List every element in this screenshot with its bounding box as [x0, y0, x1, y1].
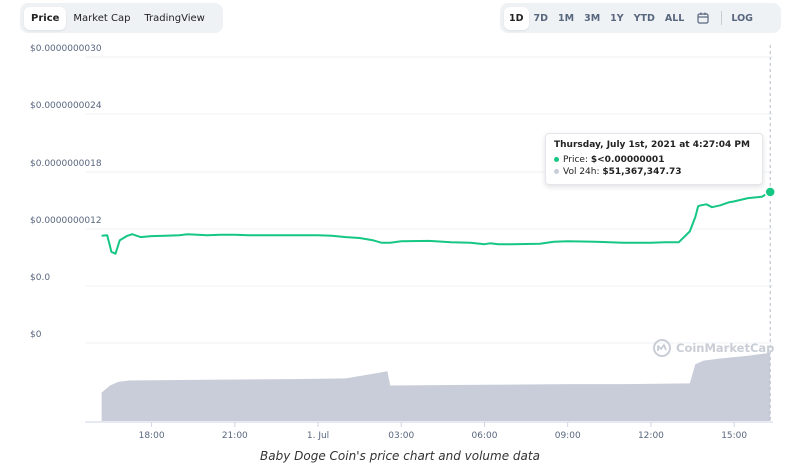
tooltip-volume-row: Vol 24h: $51,367,347.73 [554, 166, 754, 178]
coinmarketcap-watermark: CoinMarketCap [652, 338, 774, 358]
calendar-icon[interactable] [689, 12, 717, 24]
chart-grid [85, 56, 773, 344]
x-tick-label: 12:00 [638, 431, 664, 441]
watermark-text: CoinMarketCap [676, 341, 775, 355]
range-1y[interactable]: 1Y [610, 12, 624, 24]
range-7d[interactable]: 7D [533, 12, 549, 24]
range-1m[interactable]: 1M [558, 12, 575, 24]
tooltip-volume-label: Vol 24h: [563, 167, 600, 177]
range-ytd[interactable]: YTD [633, 12, 655, 24]
y-tick-label: $0.0000000024 [30, 101, 102, 111]
x-tick-label: 15:00 [721, 431, 747, 441]
tooltip-volume-value: $51,367,347.73 [602, 167, 682, 177]
range-all[interactable]: ALL [664, 12, 685, 24]
y-tick-label: $0.0000000030 [30, 44, 102, 54]
tooltip-price-label: Price: [563, 155, 588, 165]
coinmarketcap-logo-icon [653, 339, 671, 357]
price-dot-icon [554, 157, 559, 162]
x-tick-label: 06:00 [472, 431, 498, 441]
hover-point[interactable] [764, 186, 776, 198]
volume-area [101, 352, 771, 421]
x-tick-label: 03:00 [388, 431, 414, 441]
chart-tooltip: Thursday, July 1st, 2021 at 4:27:04 PM P… [545, 133, 763, 185]
tooltip-price-row: Price: $<0.00000001 [554, 154, 754, 166]
divider [721, 11, 723, 25]
y-axis: $0.0000000030 $0.0000000024 $0.0000000018 $… [30, 44, 102, 340]
tooltip-price-value: $<0.00000001 [590, 155, 665, 165]
volume-dot-icon [554, 169, 559, 174]
tooltip-title: Thursday, July 1st, 2021 at 4:27:04 PM [554, 140, 750, 150]
x-tick-label: 1. Jul [307, 431, 329, 441]
y-tick-label: $0.0 [30, 273, 50, 283]
range-1d[interactable]: 1D [504, 6, 529, 30]
x-tick-label: 21:00 [222, 431, 248, 441]
chart-type-tabs: Price Market Cap TradingView [20, 3, 223, 33]
tab-tradingview[interactable]: TradingView [144, 12, 205, 24]
x-tick-label: 09:00 [555, 431, 581, 441]
x-axis: 18:00 21:00 1. Jul 03:00 06:00 09:00 12:00 15:0… [85, 421, 773, 441]
y-tick-label: $0.0000000018 [30, 159, 102, 169]
figure-caption: Baby Doge Coin's price chart and volume … [260, 449, 540, 463]
tab-market-cap[interactable]: Market Cap [73, 12, 131, 24]
y-tick-label: $0.0000000012 [30, 216, 102, 226]
log-toggle[interactable]: LOG [731, 12, 753, 24]
range-3m[interactable]: 3M [584, 12, 601, 24]
price-line[interactable] [101, 191, 771, 255]
x-tick-label: 18:00 [139, 431, 165, 441]
time-range-selector: 1D 7D 1M 3M 1Y YTD ALL LOG [500, 3, 781, 33]
tab-price[interactable]: Price [24, 6, 67, 30]
y-tick-label: $0 [30, 330, 42, 340]
